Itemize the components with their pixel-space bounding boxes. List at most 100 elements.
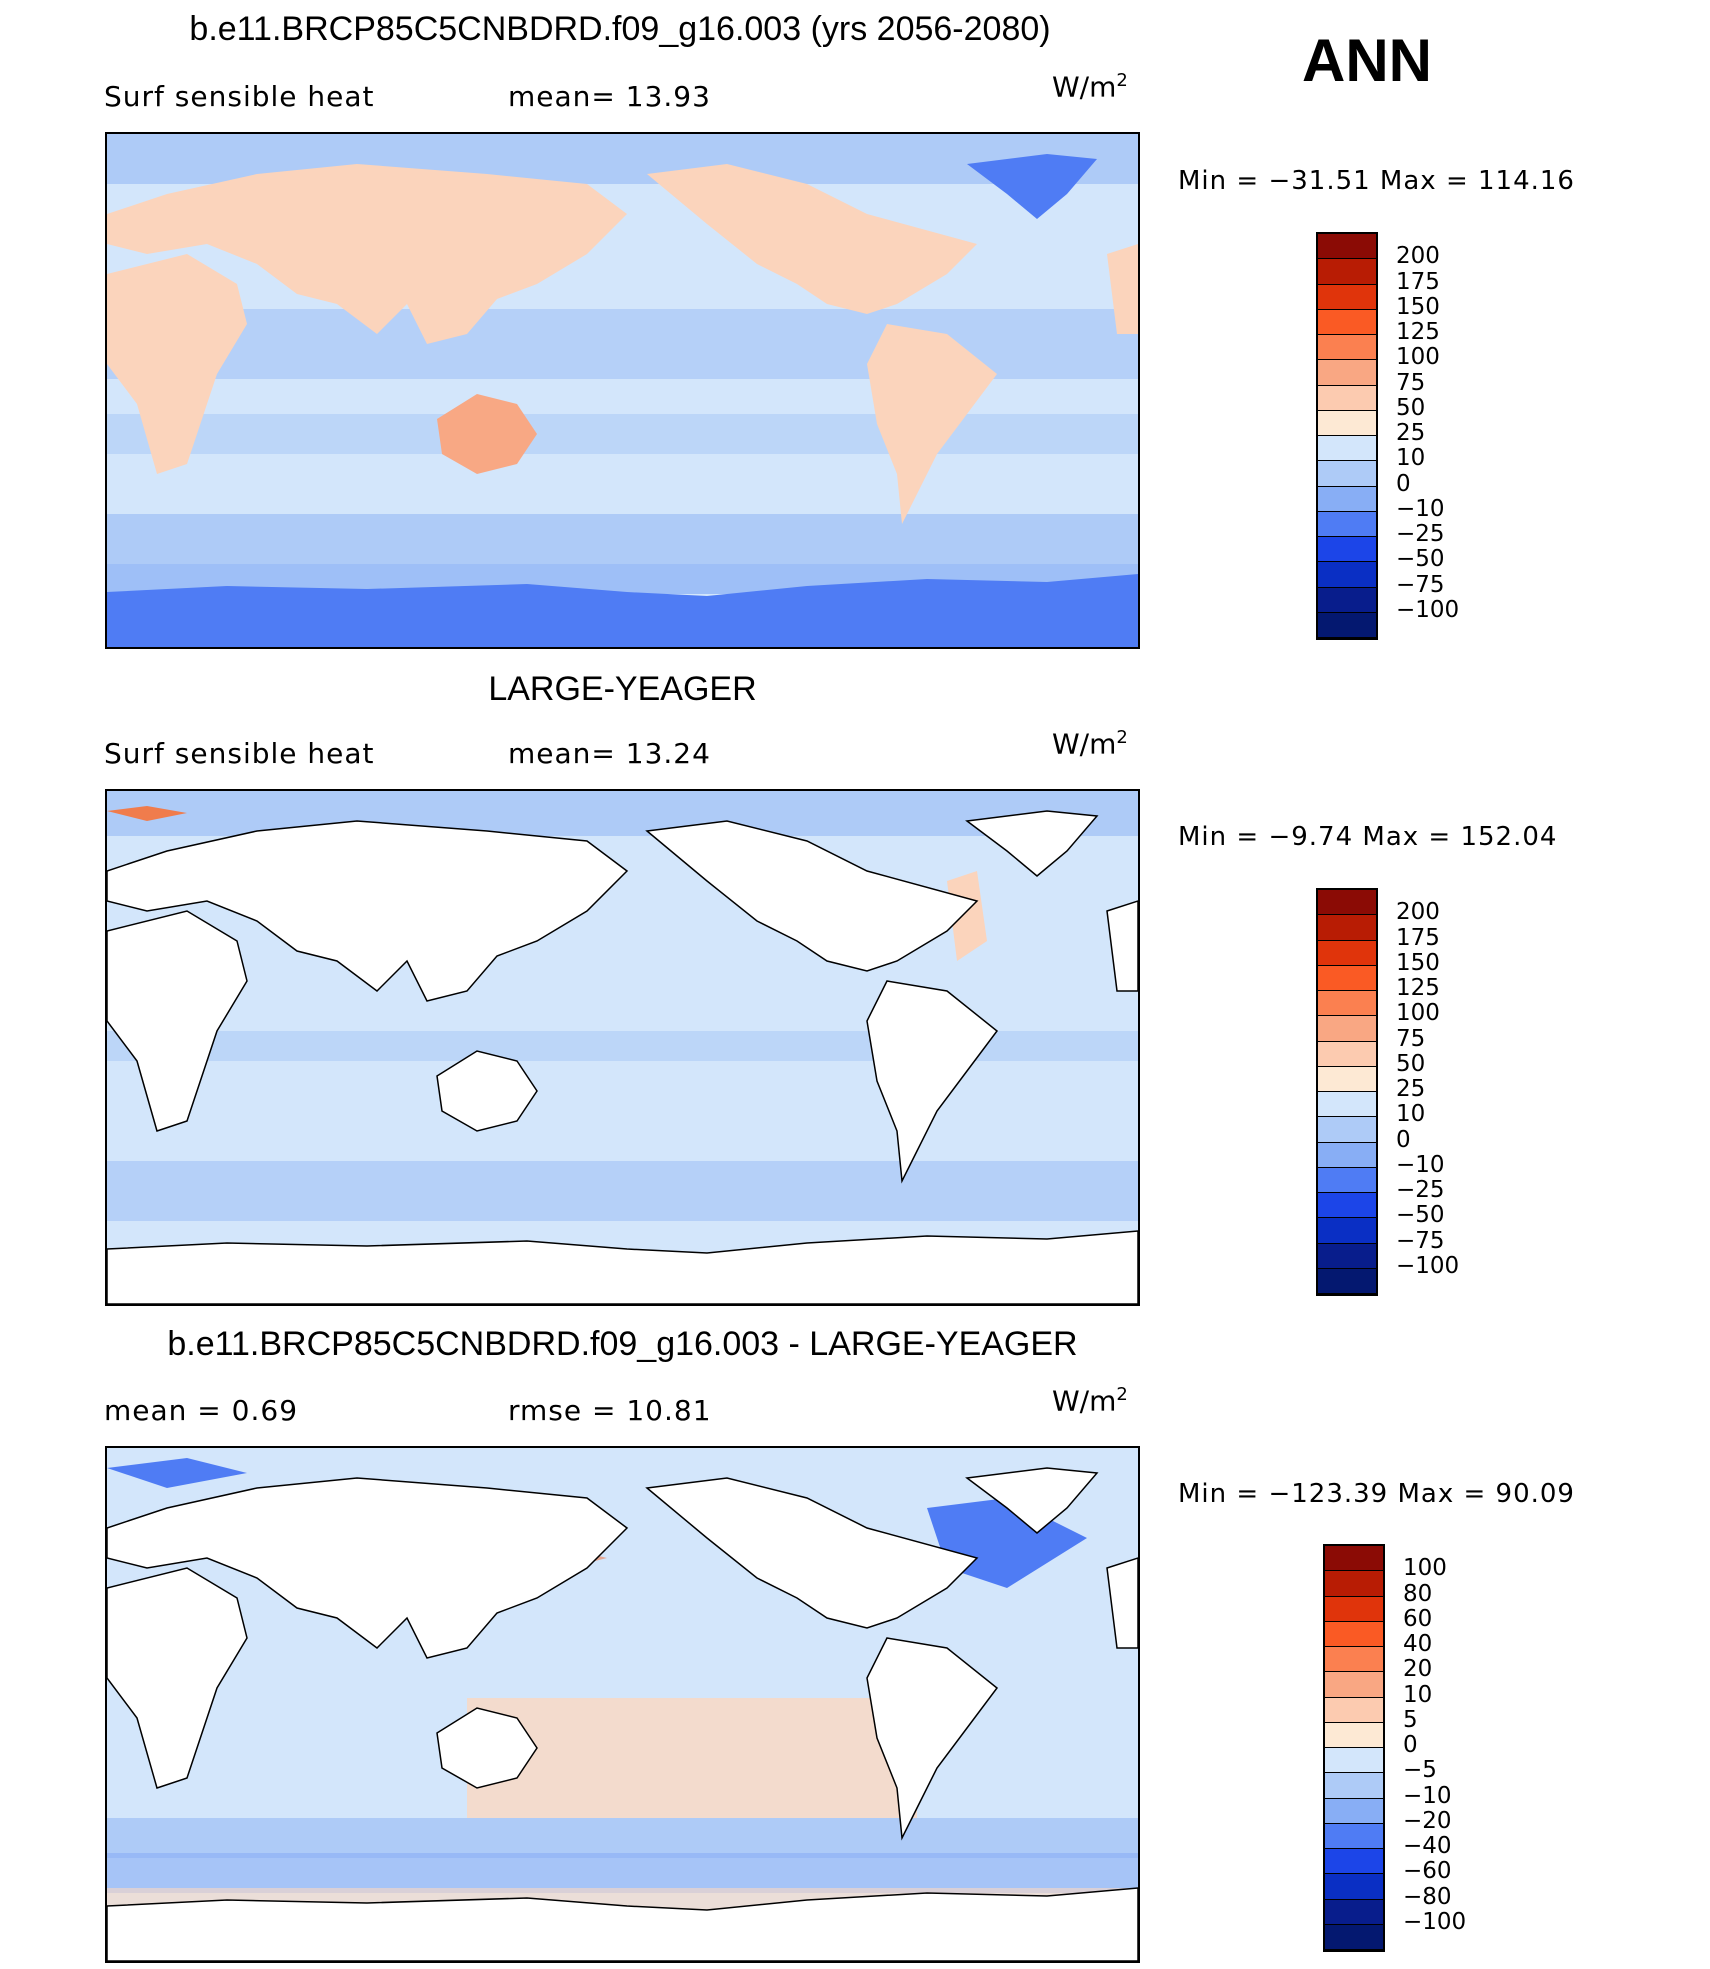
colorbar-segment	[1318, 1167, 1376, 1193]
colorbar-tick-label: 20	[1403, 1656, 1433, 1683]
colorbar-tick-label: 100	[1403, 1555, 1447, 1582]
panel2-colorbar	[1316, 888, 1378, 1296]
colorbar-segment	[1318, 1243, 1376, 1269]
colorbar-tick-label: 10	[1396, 445, 1426, 472]
colorbar-tick-label: 50	[1396, 1050, 1426, 1077]
colorbar-segment	[1318, 1142, 1376, 1168]
panel3-minmax: Min = −123.39 Max = 90.09	[1178, 1479, 1575, 1509]
colorbar-segment	[1318, 486, 1376, 512]
panel3-map	[105, 1446, 1140, 1963]
colorbar-segment	[1318, 1268, 1376, 1294]
colorbar-segment	[1318, 461, 1376, 487]
colorbar-tick-label: 25	[1396, 1076, 1426, 1102]
colorbar-tick-label: 175	[1396, 924, 1440, 951]
colorbar-segment	[1325, 1722, 1383, 1748]
colorbar-segment	[1325, 1647, 1383, 1673]
colorbar-tick-label: 0	[1396, 1126, 1411, 1153]
colorbar-segment	[1318, 965, 1376, 991]
colorbar-segment	[1318, 410, 1376, 436]
colorbar-tick-label: 150	[1396, 949, 1440, 976]
colorbar-segment	[1318, 436, 1376, 462]
colorbar-segment	[1318, 1066, 1376, 1092]
panel2-minmax: Min = −9.74 Max = 152.04	[1178, 822, 1558, 852]
panel1-title: b.e11.BRCP85C5CNBDRD.f09_g16.003 (yrs 20…	[189, 10, 1051, 48]
colorbar-tick-label: −10	[1396, 495, 1445, 522]
colorbar-segment	[1325, 1697, 1383, 1723]
colorbar-tick-label: 0	[1403, 1732, 1418, 1758]
colorbar-tick-label: 10	[1403, 1681, 1433, 1708]
colorbar-segment	[1325, 1849, 1383, 1875]
panel3-units: W/m2	[1052, 1384, 1128, 1418]
colorbar-tick-label: −100	[1396, 1252, 1460, 1279]
colorbar-tick-label: −80	[1403, 1883, 1452, 1910]
colorbar-segment	[1325, 1596, 1383, 1622]
colorbar-tick-label: −50	[1396, 546, 1445, 573]
colorbar-tick-label: 80	[1403, 1580, 1433, 1607]
panel3-title: b.e11.BRCP85C5CNBDRD.f09_g16.003 - LARGE…	[167, 1325, 1078, 1363]
colorbar-tick-label: −60	[1403, 1858, 1452, 1885]
colorbar-segment	[1318, 234, 1376, 260]
panel1-map	[105, 132, 1140, 649]
colorbar-tick-label: 200	[1396, 899, 1440, 926]
colorbar-tick-label: 125	[1396, 319, 1440, 345]
colorbar-tick-label: 175	[1396, 268, 1440, 295]
panel1-variable-label: Surf sensible heat	[104, 80, 375, 113]
colorbar-segment	[1318, 360, 1376, 386]
colorbar-tick-label: 10	[1396, 1101, 1426, 1128]
colorbar-tick-label: −100	[1396, 596, 1460, 623]
colorbar-segment	[1318, 259, 1376, 285]
colorbar-segment	[1318, 940, 1376, 966]
colorbar-segment	[1318, 309, 1376, 335]
panel1-minmax: Min = −31.51 Max = 114.16	[1178, 166, 1575, 196]
colorbar-segment	[1318, 890, 1376, 916]
colorbar-segment	[1318, 612, 1376, 638]
panel3-colorbar	[1323, 1544, 1385, 1952]
colorbar-tick-label: 125	[1396, 975, 1440, 1001]
panel2-mean-label: mean= 13.24	[508, 737, 711, 770]
colorbar-tick-label: 100	[1396, 344, 1440, 371]
colorbar-segment	[1318, 1041, 1376, 1067]
colorbar-segment	[1318, 587, 1376, 613]
colorbar-segment	[1318, 991, 1376, 1017]
colorbar-tick-label: −10	[1396, 1151, 1445, 1178]
colorbar-segment	[1325, 1621, 1383, 1647]
panel2-map	[105, 789, 1140, 1306]
panel1-mean-label: mean= 13.93	[508, 80, 711, 113]
colorbar-segment	[1325, 1798, 1383, 1824]
season-label: ANN	[1302, 27, 1432, 94]
colorbar-tick-label: −10	[1403, 1782, 1452, 1809]
colorbar-tick-label: 60	[1403, 1605, 1433, 1632]
colorbar-segment	[1318, 511, 1376, 537]
panel2-title: LARGE-YEAGER	[488, 670, 757, 708]
panel1-units: W/m2	[1052, 70, 1128, 104]
colorbar-tick-label: 75	[1396, 369, 1426, 396]
panel2-units: W/m2	[1052, 727, 1128, 761]
panel3-rmse-label: rmse = 10.81	[508, 1394, 712, 1427]
colorbar-tick-label: −40	[1403, 1833, 1452, 1859]
colorbar-tick-label: −5	[1403, 1757, 1437, 1784]
colorbar-tick-label: 150	[1396, 293, 1440, 320]
colorbar-segment	[1325, 1823, 1383, 1849]
colorbar-segment	[1318, 385, 1376, 411]
colorbar-segment	[1325, 1571, 1383, 1597]
panel2-variable-label: Surf sensible heat	[104, 737, 375, 770]
colorbar-segment	[1318, 1193, 1376, 1219]
colorbar-tick-label: 25	[1396, 420, 1426, 446]
colorbar-tick-label: 100	[1396, 1000, 1440, 1027]
colorbar-tick-label: −25	[1396, 1177, 1445, 1203]
colorbar-segment	[1325, 1924, 1383, 1950]
colorbar-tick-label: 5	[1403, 1706, 1418, 1733]
colorbar-tick-label: −25	[1396, 521, 1445, 547]
colorbar-segment	[1318, 335, 1376, 361]
colorbar-segment	[1325, 1773, 1383, 1799]
colorbar-tick-label: 75	[1396, 1025, 1426, 1052]
colorbar-segment	[1318, 1218, 1376, 1244]
colorbar-segment	[1325, 1874, 1383, 1900]
panel1-colorbar	[1316, 232, 1378, 640]
colorbar-segment	[1318, 562, 1376, 588]
colorbar-tick-label: 0	[1396, 470, 1411, 497]
colorbar-segment	[1318, 537, 1376, 563]
colorbar-segment	[1318, 1016, 1376, 1042]
colorbar-tick-label: −75	[1396, 1227, 1445, 1254]
colorbar-tick-label: 40	[1403, 1631, 1433, 1657]
